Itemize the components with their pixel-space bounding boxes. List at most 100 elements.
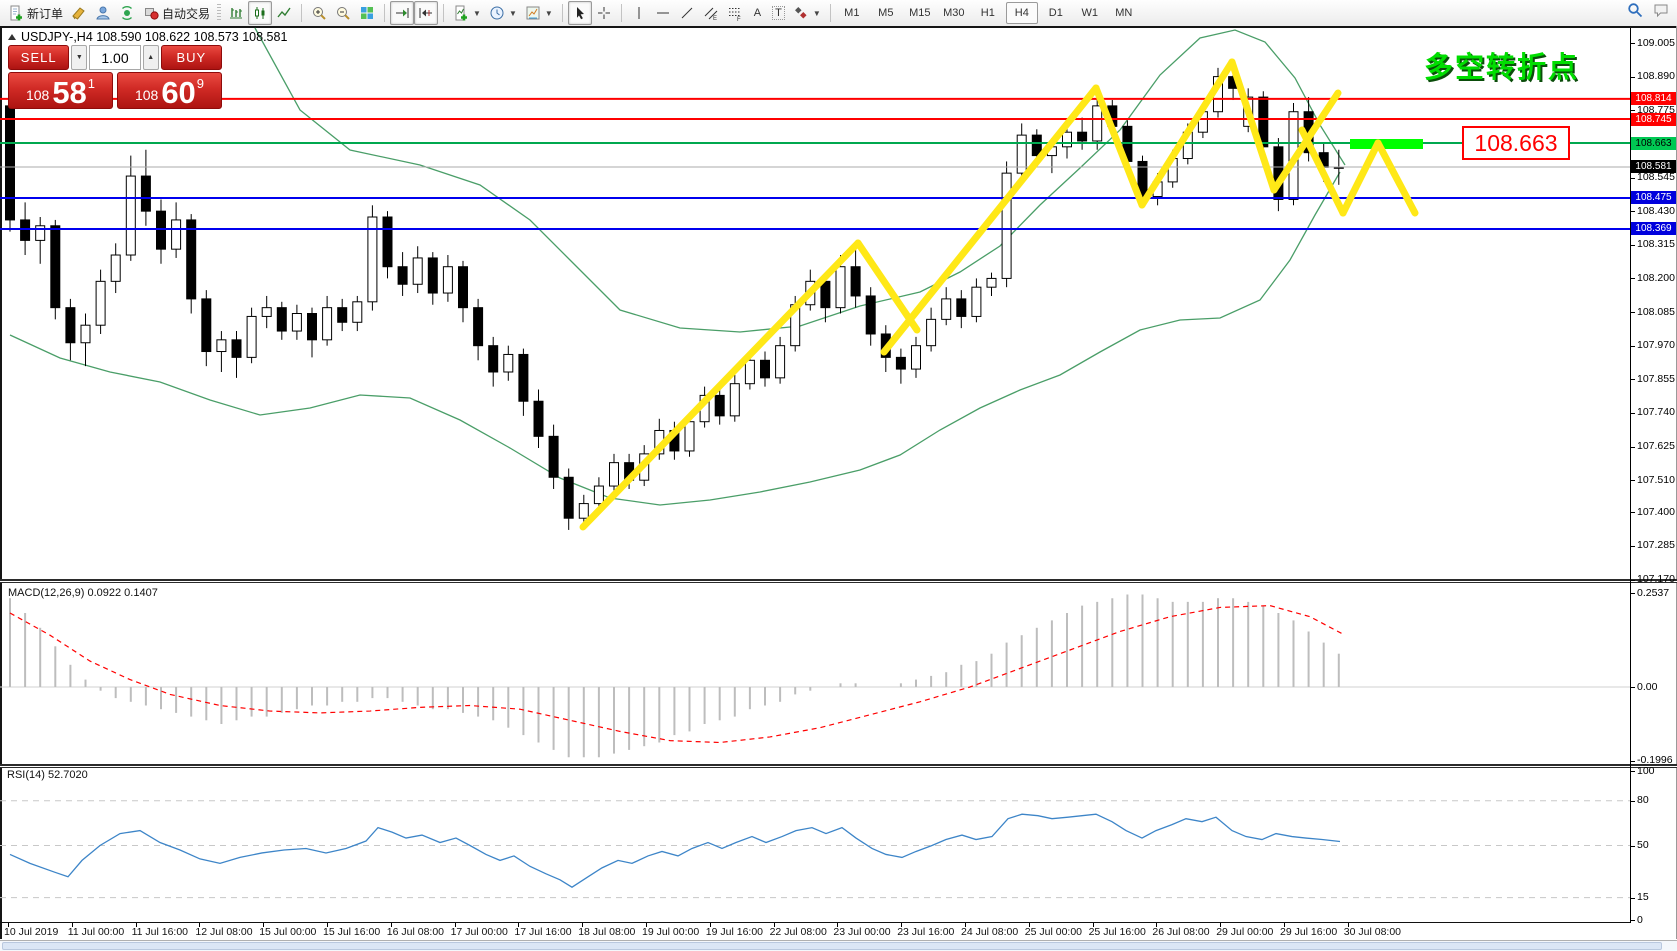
axis-tick (582, 923, 584, 927)
chart-shift-button[interactable] (414, 1, 439, 25)
cursor-icon (576, 7, 584, 20)
vertical-line-tool-button[interactable] (627, 1, 651, 25)
x-axis-label: 18 Jul 08:00 (578, 926, 636, 938)
rsi-axis-label: 80 (1637, 794, 1649, 807)
volume-input[interactable]: 1.00 (89, 45, 141, 70)
price-chart-canvas[interactable] (0, 27, 1631, 581)
crosshair-tool-button[interactable] (592, 1, 616, 25)
sell-button[interactable]: SELL (8, 45, 70, 70)
axis-tick (1630, 345, 1635, 347)
arrows-tool-button[interactable]: ▼ (789, 1, 825, 25)
collapse-panel-icon[interactable] (8, 34, 16, 40)
arrows-icon (794, 7, 807, 19)
price-level-badge: 108.475 (1631, 191, 1676, 205)
dropdown-caret-icon: ▼ (473, 8, 481, 18)
zoom-out-button[interactable] (331, 1, 355, 25)
new-order-button[interactable]: 新订单 (4, 1, 67, 25)
clock-icon (490, 6, 504, 20)
pane-separator[interactable] (0, 764, 1677, 768)
chat-icon[interactable] (1653, 2, 1669, 18)
strategy-tester-button[interactable] (115, 1, 139, 25)
x-axis-label: 17 Jul 16:00 (514, 926, 572, 938)
fibonacci-tool-button[interactable]: F (723, 1, 747, 25)
y-axis-label: 108.085 (1637, 305, 1675, 318)
candle-chart-mode-button[interactable] (248, 1, 273, 25)
axis-tick (1028, 923, 1030, 927)
timeframe-button-mn[interactable]: MN (1115, 7, 1133, 19)
rsi-axis-label: 50 (1637, 839, 1649, 851)
horizontal-line-tool-button[interactable] (651, 1, 675, 25)
timeframe-button-w1[interactable]: W1 (1081, 7, 1099, 19)
timeframe-button-m30[interactable]: M30 (943, 7, 965, 19)
y-axis-label: 107.510 (1637, 473, 1675, 486)
market-watch-button[interactable] (91, 1, 115, 25)
toolbar-grip (217, 4, 222, 22)
toolbar-separator (301, 4, 303, 22)
text-label-tool-icon: T (772, 6, 785, 20)
axis-tick (646, 923, 647, 927)
dropdown-caret-icon: ▼ (812, 8, 821, 18)
price-callout-box[interactable]: 108.663 (1462, 126, 1570, 160)
timeframe-button-m5[interactable]: M5 (878, 7, 894, 19)
axis-tick (199, 923, 201, 927)
buy-button[interactable]: BUY (160, 45, 222, 70)
tile-windows-button[interactable] (355, 1, 379, 25)
buy-price-button[interactable]: 108 60 9 (117, 72, 222, 109)
x-axis-label: 15 Jul 16:00 (323, 926, 381, 938)
pane-separator[interactable] (0, 579, 1677, 583)
y-axis-label: 107.285 (1637, 539, 1675, 552)
trendline-icon (681, 7, 693, 19)
volume-increase-button[interactable]: ▲ (142, 45, 159, 70)
templates-button[interactable]: ▼ (521, 1, 557, 25)
timeframe-button-h1[interactable]: H1 (980, 7, 995, 19)
volume-decrease-button[interactable]: ▼ (71, 45, 88, 70)
line-chart-mode-button[interactable] (272, 1, 296, 25)
x-axis-label: 29 Jul 16:00 (1280, 926, 1338, 938)
bar-chart-mode-button[interactable] (224, 1, 248, 25)
x-axis-label: 10 Jul 2019 (4, 926, 59, 938)
periods-button[interactable]: ▼ (485, 1, 521, 25)
axis-tick (1630, 897, 1635, 899)
search-icon[interactable] (1627, 2, 1643, 18)
text-label-tool-button[interactable]: T (768, 1, 789, 25)
timeframe-button-h4[interactable]: H4 (1005, 2, 1038, 24)
trendline-tool-button[interactable] (675, 1, 699, 25)
y-axis-label: 108.200 (1637, 271, 1675, 284)
channel-tool-button[interactable]: E (699, 1, 723, 25)
x-axis-label: 29 Jul 00:00 (1216, 926, 1274, 938)
axis-tick (965, 923, 966, 927)
sell-price-big: 58 (52, 74, 87, 110)
axis-tick (135, 923, 137, 927)
rsi-canvas[interactable] (0, 768, 1631, 922)
equidistant-channel-icon: E (704, 7, 718, 21)
sell-price-pip: 1 (87, 76, 96, 91)
axis-tick (773, 923, 775, 927)
timeframe-button-m1[interactable]: M1 (844, 7, 860, 19)
cursor-tool-button[interactable] (567, 1, 592, 25)
profiles-button[interactable] (67, 1, 91, 25)
text-tool-button[interactable]: A (747, 1, 768, 25)
axis-tick (263, 923, 265, 927)
profiles-icon (72, 7, 85, 20)
pivot-annotation-text[interactable]: 多空转折点 (1424, 52, 1580, 84)
add-indicator-button[interactable]: ▼ (449, 1, 485, 25)
y-axis-label: 109.005 (1637, 36, 1675, 49)
timeframe-button-m15[interactable]: M15 (909, 7, 931, 19)
new-order-label: 新订单 (27, 6, 64, 21)
price-level-badge: 108.745 (1631, 112, 1676, 126)
macd-canvas[interactable] (0, 583, 1631, 764)
timeframe-button-d1[interactable]: D1 (1048, 7, 1063, 19)
sell-price-button[interactable]: 108 58 1 (8, 72, 113, 109)
zoom-in-button[interactable] (307, 1, 331, 25)
axis-tick (1630, 412, 1635, 414)
sell-price-base: 108 (25, 87, 50, 103)
auto-trading-button[interactable]: 自动交易 (139, 1, 214, 25)
macd-label: MACD(12,26,9) 0.0922 0.1407 (8, 587, 158, 599)
bar-chart-icon (230, 8, 243, 19)
x-axis-label: 22 Jul 08:00 (769, 926, 827, 938)
buy-price-big: 60 (161, 74, 196, 110)
auto-scroll-button[interactable] (390, 1, 415, 25)
y-axis-label: 107.625 (1637, 440, 1675, 453)
axis-tick (1630, 211, 1635, 213)
horizontal-scrollbar-thumb[interactable] (2, 942, 1662, 950)
